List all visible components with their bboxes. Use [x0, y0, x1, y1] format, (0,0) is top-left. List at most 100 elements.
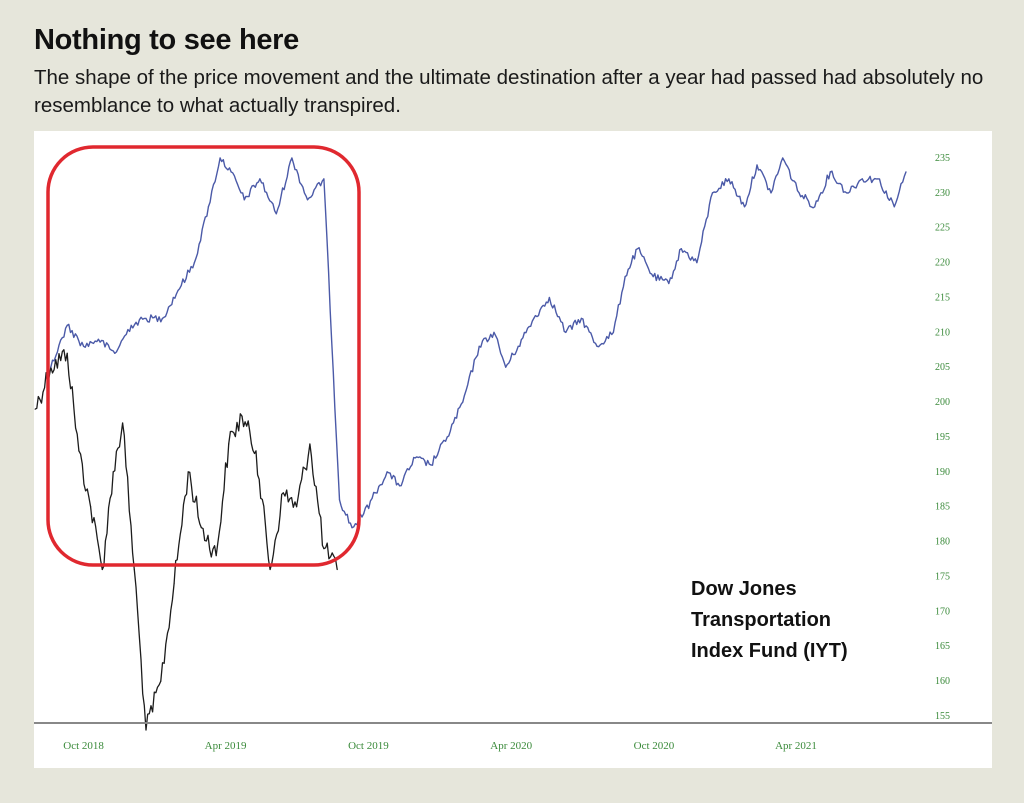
data-point	[596, 345, 598, 347]
data-point	[351, 527, 353, 529]
data-point	[548, 296, 551, 299]
data-point	[177, 289, 179, 292]
y-tick-label: 190	[935, 467, 950, 478]
data-point	[291, 157, 293, 159]
data-point	[243, 199, 245, 201]
data-point	[386, 471, 388, 473]
data-point	[533, 317, 535, 319]
data-point	[160, 680, 162, 682]
x-tick-label: Oct 2019	[348, 740, 389, 752]
data-point	[78, 450, 80, 452]
data-point	[145, 317, 147, 319]
data-point	[565, 331, 567, 333]
y-tick-label: 170	[935, 606, 950, 617]
y-tick-label: 205	[935, 362, 950, 373]
data-point	[728, 178, 730, 180]
x-tick-label: Oct 2020	[634, 740, 675, 752]
data-point	[101, 568, 103, 571]
data-point	[680, 248, 682, 250]
data-point	[66, 324, 68, 326]
y-tick-label: 210	[935, 327, 950, 338]
chart-panel: 155 160 165 170 175 180 185 190 195 200 205 210 215 2…	[34, 131, 992, 768]
y-tick-label: 225	[935, 223, 950, 234]
data-point	[323, 548, 325, 550]
fund-label-line3: Index Fund (IYT)	[691, 640, 848, 662]
data-point	[97, 338, 99, 340]
data-point	[207, 206, 209, 208]
data-point	[374, 492, 376, 494]
data-point	[34, 408, 36, 410]
data-point	[612, 331, 615, 333]
data-point	[756, 164, 758, 166]
series-line-blue	[50, 157, 907, 529]
data-point	[259, 178, 261, 180]
data-point	[215, 555, 217, 557]
data-point	[306, 199, 309, 201]
x-tick-label: Apr 2020	[490, 740, 532, 752]
data-point	[861, 178, 863, 180]
fund-label: Dow Jones Transportation Index Fund (IYT…	[691, 574, 848, 667]
data-point	[130, 324, 132, 326]
data-point	[323, 178, 325, 180]
data-point	[517, 345, 519, 347]
data-point	[877, 178, 879, 180]
data-point	[145, 729, 147, 731]
data-point	[696, 262, 698, 264]
data-point	[782, 157, 784, 159]
y-tick-label: 215	[935, 293, 950, 304]
data-point	[296, 506, 298, 508]
data-point	[399, 485, 401, 487]
data-point	[114, 352, 116, 354]
data-point	[338, 499, 341, 501]
data-point	[893, 206, 895, 208]
x-tick-label: Apr 2021	[775, 740, 817, 752]
data-point	[430, 464, 432, 466]
data-point	[711, 192, 714, 194]
data-point	[770, 192, 772, 194]
x-axis-ticks: Oct 2018 Apr 2019 Oct 2019 Apr 2020 Oct 2020…	[63, 740, 817, 752]
data-point	[652, 276, 654, 278]
data-point	[161, 317, 163, 319]
data-point	[66, 352, 68, 354]
data-point	[478, 345, 480, 347]
data-point	[493, 331, 495, 333]
data-point	[173, 582, 175, 585]
y-tick-label: 235	[935, 153, 950, 164]
data-point	[846, 192, 848, 194]
y-tick-label: 175	[935, 572, 950, 583]
data-point	[193, 262, 195, 264]
data-point	[624, 276, 626, 278]
y-tick-label: 200	[935, 397, 950, 408]
data-point	[462, 401, 464, 403]
x-tick-label: Oct 2018	[63, 740, 104, 752]
data-point	[200, 527, 202, 529]
data-point	[814, 206, 816, 208]
data-point	[336, 568, 338, 571]
data-point	[580, 317, 583, 319]
data-point	[446, 436, 448, 438]
y-tick-label: 180	[935, 537, 950, 548]
data-point	[743, 206, 746, 208]
data-point	[829, 171, 831, 173]
data-point	[112, 471, 114, 473]
line-chart: 155 160 165 170 175 180 185 190 195 200 205 210 215 2…	[34, 145, 992, 752]
data-point	[219, 157, 221, 159]
y-tick-label: 195	[935, 432, 950, 443]
data-point	[905, 171, 907, 173]
data-point	[187, 471, 189, 473]
y-tick-label: 220	[935, 258, 950, 269]
chart-subtitle: The shape of the price movement and the …	[34, 66, 984, 117]
data-point	[275, 213, 277, 215]
data-point	[414, 457, 416, 459]
x-tick-label: Apr 2019	[205, 740, 247, 752]
data-point	[269, 568, 271, 571]
data-point	[309, 443, 311, 445]
data-point	[133, 568, 135, 571]
data-point	[228, 443, 230, 445]
y-tick-label: 155	[935, 711, 950, 722]
data-point	[798, 192, 800, 194]
series-line-black	[34, 349, 338, 731]
data-point	[83, 345, 85, 347]
y-tick-label: 160	[935, 676, 950, 687]
y-tick-label: 230	[935, 188, 950, 199]
